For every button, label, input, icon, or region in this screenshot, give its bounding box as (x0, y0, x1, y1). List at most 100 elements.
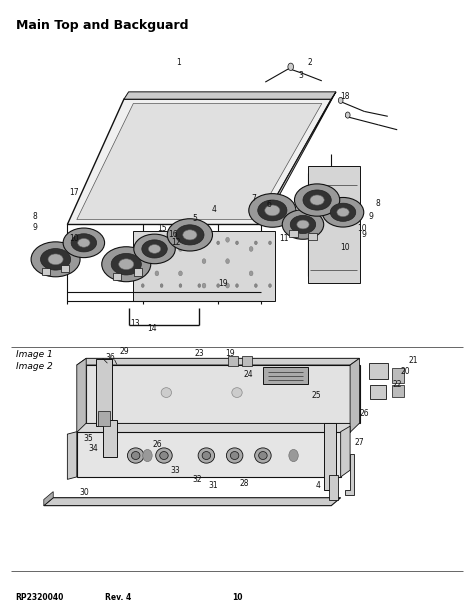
Text: 19: 19 (218, 279, 228, 289)
Ellipse shape (31, 242, 80, 277)
Polygon shape (329, 475, 338, 500)
Polygon shape (392, 368, 404, 383)
Ellipse shape (156, 448, 172, 463)
Text: Image 2: Image 2 (16, 362, 52, 371)
Text: 34: 34 (89, 445, 98, 453)
Circle shape (288, 63, 293, 71)
Text: 4: 4 (212, 204, 217, 214)
Polygon shape (86, 365, 359, 423)
Circle shape (226, 283, 229, 288)
Polygon shape (133, 231, 275, 301)
Ellipse shape (128, 448, 144, 463)
Polygon shape (113, 273, 121, 280)
Ellipse shape (183, 230, 197, 240)
Text: 10: 10 (70, 234, 79, 243)
Ellipse shape (176, 225, 204, 245)
Text: RP2320040: RP2320040 (16, 593, 64, 602)
Text: 13: 13 (130, 319, 139, 328)
Circle shape (217, 241, 219, 244)
Ellipse shape (167, 219, 212, 251)
Polygon shape (77, 432, 341, 477)
Polygon shape (369, 363, 388, 379)
Circle shape (249, 246, 253, 251)
Text: 7: 7 (251, 193, 256, 203)
Circle shape (143, 449, 152, 462)
Circle shape (160, 241, 163, 244)
Circle shape (236, 284, 238, 287)
Ellipse shape (161, 387, 172, 397)
Circle shape (179, 284, 182, 287)
Text: 11: 11 (279, 234, 289, 243)
Circle shape (141, 241, 144, 244)
Text: 8: 8 (376, 198, 381, 208)
Circle shape (226, 258, 229, 263)
Text: 12: 12 (171, 238, 181, 247)
Text: 2: 2 (308, 58, 312, 67)
Circle shape (198, 241, 201, 244)
Ellipse shape (118, 259, 134, 270)
Text: 3: 3 (299, 71, 303, 80)
Text: 24: 24 (244, 370, 254, 379)
Ellipse shape (337, 208, 349, 217)
Text: 10: 10 (232, 593, 242, 602)
Ellipse shape (258, 200, 287, 221)
Text: 20: 20 (401, 367, 410, 376)
Polygon shape (77, 359, 86, 432)
Circle shape (179, 271, 182, 276)
Circle shape (255, 241, 257, 244)
Ellipse shape (63, 228, 105, 258)
Ellipse shape (265, 205, 280, 216)
Text: 19: 19 (225, 349, 235, 358)
Ellipse shape (142, 240, 167, 258)
Polygon shape (77, 104, 322, 220)
Ellipse shape (227, 448, 243, 463)
Ellipse shape (230, 451, 239, 459)
Polygon shape (370, 385, 386, 398)
Circle shape (179, 241, 182, 244)
Ellipse shape (148, 244, 161, 254)
Ellipse shape (102, 247, 151, 282)
Text: 16: 16 (169, 230, 178, 239)
Ellipse shape (322, 198, 364, 227)
Ellipse shape (111, 254, 141, 275)
Ellipse shape (303, 190, 331, 210)
Circle shape (202, 258, 206, 263)
Text: 5: 5 (192, 214, 197, 223)
Circle shape (255, 284, 257, 287)
Polygon shape (134, 268, 142, 276)
Text: 1: 1 (176, 58, 181, 67)
Text: 23: 23 (194, 349, 204, 358)
Polygon shape (103, 420, 117, 457)
Circle shape (269, 241, 272, 244)
Circle shape (141, 284, 144, 287)
Polygon shape (96, 359, 112, 426)
Text: 26: 26 (359, 410, 369, 419)
Text: 9: 9 (362, 230, 367, 239)
Polygon shape (67, 99, 331, 225)
Text: 4: 4 (316, 481, 320, 490)
Polygon shape (261, 92, 336, 225)
Circle shape (179, 246, 182, 251)
Circle shape (289, 449, 298, 462)
Ellipse shape (48, 254, 63, 265)
Circle shape (249, 271, 253, 276)
Circle shape (346, 112, 350, 118)
Ellipse shape (310, 195, 324, 205)
Ellipse shape (160, 451, 168, 459)
Ellipse shape (297, 220, 309, 229)
Text: 18: 18 (341, 91, 350, 101)
Ellipse shape (259, 451, 267, 459)
Ellipse shape (294, 184, 340, 216)
Polygon shape (77, 359, 359, 365)
Ellipse shape (134, 234, 175, 264)
Polygon shape (61, 265, 69, 272)
Polygon shape (242, 356, 252, 367)
Polygon shape (350, 359, 359, 432)
Text: Rev. 4: Rev. 4 (105, 593, 131, 602)
Ellipse shape (249, 193, 296, 227)
Polygon shape (67, 432, 77, 480)
Ellipse shape (71, 234, 97, 252)
Ellipse shape (202, 451, 210, 459)
Ellipse shape (198, 448, 215, 463)
Text: 10: 10 (340, 243, 350, 252)
